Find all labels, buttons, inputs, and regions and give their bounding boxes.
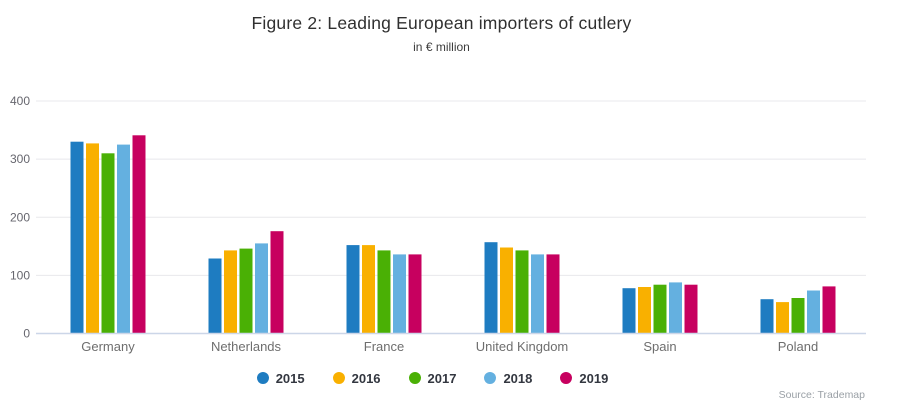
bar-netherlands-2017	[239, 248, 253, 334]
y-axis-tick-label-0: 0	[23, 327, 30, 341]
legend-item-label: 2018	[503, 370, 533, 386]
legend-marker-2018	[484, 372, 497, 384]
x-axis-label-spain: Spain	[643, 339, 676, 354]
bar-spain-2015	[622, 288, 636, 334]
bar-netherlands-2019	[270, 231, 284, 334]
bar-united-kingdom-2019	[546, 254, 560, 334]
legend-marker-2016	[332, 372, 345, 384]
y-axis-tick-label-200: 200	[10, 210, 30, 224]
bar-poland-2015	[760, 299, 774, 334]
bar-germany-2019	[132, 135, 146, 334]
bar-poland-2016	[776, 302, 789, 334]
legend-item-2016[interactable]: 2016	[332, 370, 381, 386]
bar-france-2017	[377, 250, 391, 334]
bar-france-2018	[393, 254, 406, 334]
bar-spain-2017	[653, 284, 667, 334]
x-axis-label-poland: Poland	[778, 339, 818, 354]
y-axis-tick-label-300: 300	[10, 152, 30, 166]
chart-subtitle: in € million	[413, 40, 470, 54]
bar-germany-2015	[70, 141, 84, 334]
x-axis-label-germany: Germany	[81, 339, 135, 354]
bar-germany-2018	[117, 144, 130, 334]
bar-united-kingdom-2017	[515, 250, 529, 334]
bar-france-2016	[362, 245, 375, 334]
x-axis-label-netherlands: Netherlands	[211, 339, 282, 354]
legend-item-label: 2015	[275, 370, 305, 386]
bar-spain-2018	[669, 282, 682, 334]
bar-united-kingdom-2018	[531, 254, 544, 334]
legend-item-2015[interactable]: 2015	[256, 370, 305, 386]
bar-netherlands-2018	[255, 243, 268, 334]
legend-item-label: 2017	[427, 370, 457, 386]
bar-france-2015	[346, 245, 360, 334]
x-axis-label-france: France	[364, 339, 404, 354]
bar-united-kingdom-2015	[484, 242, 498, 334]
legend-marker-2019	[560, 372, 573, 384]
y-axis-tick-label-400: 400	[10, 94, 30, 108]
bar-germany-2017	[101, 153, 115, 334]
legend-marker-2015	[256, 372, 269, 384]
bar-poland-2017	[791, 298, 805, 334]
bar-united-kingdom-2016	[500, 247, 513, 334]
legend-item-2017[interactable]: 2017	[408, 370, 457, 386]
bar-spain-2016	[638, 287, 651, 334]
source-credit: Source: Trademap	[778, 389, 865, 401]
legend: 2015 2016 2017 2018 2019	[0, 368, 913, 388]
legend-item-label: 2019	[579, 370, 609, 386]
x-axis-label-united-kingdom: United Kingdom	[476, 339, 569, 354]
bar-france-2019	[408, 254, 422, 334]
bar-spain-2019	[684, 284, 698, 334]
chart-title: Figure 2: Leading European importers of …	[251, 13, 632, 33]
y-axis-tick-label-100: 100	[10, 268, 30, 282]
bar-netherlands-2015	[208, 258, 222, 334]
bar-germany-2016	[86, 143, 99, 334]
bar-poland-2019	[822, 286, 836, 334]
legend-item-2018[interactable]: 2018	[484, 371, 532, 386]
legend-marker-2017	[408, 372, 421, 384]
bar-netherlands-2016	[224, 250, 237, 334]
legend-item-2019[interactable]: 2019	[560, 371, 608, 386]
legend-item-label: 2016	[351, 370, 381, 386]
bar-poland-2018	[807, 290, 820, 334]
